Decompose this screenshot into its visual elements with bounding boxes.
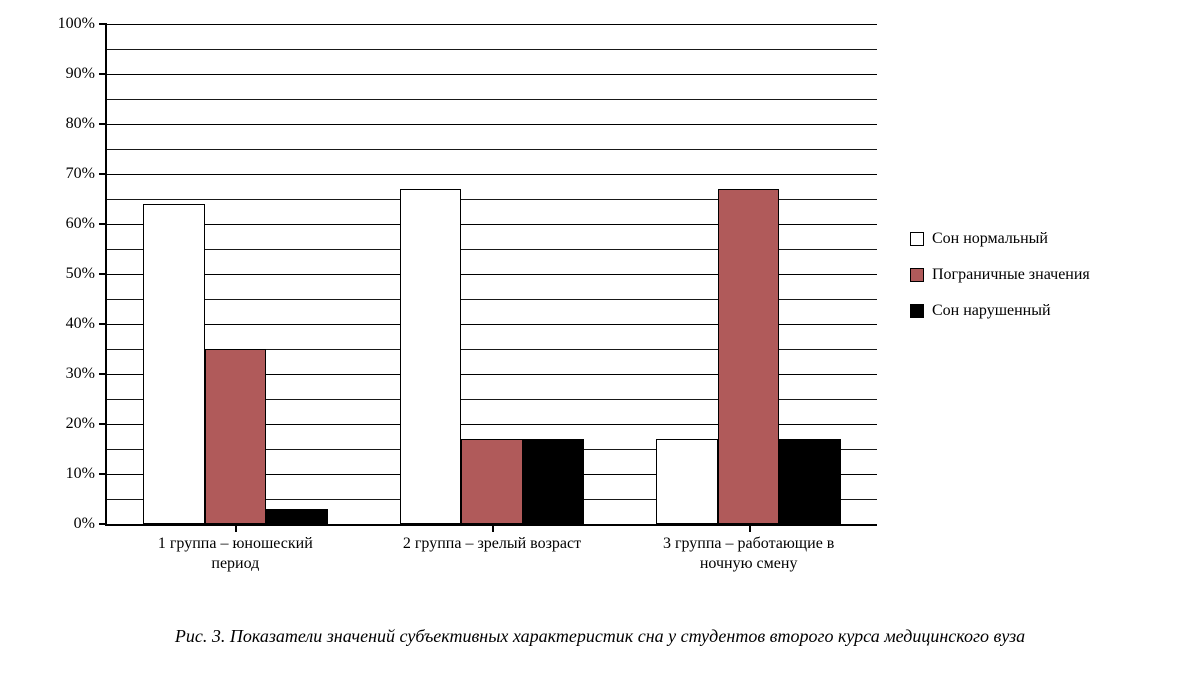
y-tick-label: 40% — [66, 315, 95, 333]
legend-swatch — [910, 232, 924, 246]
bar — [461, 439, 523, 524]
x-tick-label: 2 группа – зрелый возраст — [382, 534, 602, 554]
y-tick-label: 10% — [66, 465, 95, 483]
y-tick-label: 50% — [66, 265, 95, 283]
legend-label: Сон нарушенный — [932, 302, 1051, 320]
y-tick-label: 60% — [66, 215, 95, 233]
y-tick — [99, 123, 107, 125]
y-tick-label: 20% — [66, 415, 95, 433]
x-tick-label: 3 группа – работающие в ночную смену — [639, 534, 859, 574]
legend-item: Сон нормальный — [910, 230, 1090, 248]
chart-stage: 0% 10% 20% 30% 40% 50% 60% 70% 80% 90% 100% 1 групп… — [0, 0, 1200, 675]
y-tick — [99, 73, 107, 75]
grid-major — [107, 124, 877, 125]
grid-minor — [107, 49, 877, 50]
legend-label: Пограничные значения — [932, 266, 1090, 284]
legend-label: Сон нормальный — [932, 230, 1048, 248]
plot-area: 0%10%20%30%40%50%60%70%80%90%100%1 групп… — [105, 24, 877, 526]
y-tick-label: 100% — [58, 15, 95, 33]
y-tick — [99, 323, 107, 325]
y-tick — [99, 523, 107, 525]
y-tick — [99, 173, 107, 175]
bar — [143, 204, 205, 524]
x-tick-label: 1 группа – юношеский период — [125, 534, 345, 574]
x-tick — [492, 524, 494, 532]
y-tick — [99, 473, 107, 475]
y-tick — [99, 273, 107, 275]
y-tick-label: 80% — [66, 115, 95, 133]
grid-major — [107, 24, 877, 25]
y-tick-label: 0% — [74, 515, 95, 533]
bar — [656, 439, 718, 524]
legend-swatch — [910, 268, 924, 282]
bar — [718, 189, 780, 524]
y-tick — [99, 223, 107, 225]
y-tick-label: 90% — [66, 65, 95, 83]
bar — [205, 349, 267, 524]
legend: Сон нормальный Пограничные значения Сон на… — [910, 230, 1090, 338]
y-tick — [99, 23, 107, 25]
grid-minor — [107, 99, 877, 100]
y-tick — [99, 423, 107, 425]
grid-major — [107, 174, 877, 175]
y-tick — [99, 373, 107, 375]
bar — [523, 439, 585, 524]
legend-item: Пограничные значения — [910, 266, 1090, 284]
x-tick — [235, 524, 237, 532]
bar — [400, 189, 462, 524]
grid-minor — [107, 149, 877, 150]
legend-swatch — [910, 304, 924, 318]
x-tick — [749, 524, 751, 532]
bar — [779, 439, 841, 524]
legend-item: Сон нарушенный — [910, 302, 1090, 320]
y-tick-label: 30% — [66, 365, 95, 383]
bar — [266, 509, 328, 524]
y-tick-label: 70% — [66, 165, 95, 183]
grid-major — [107, 74, 877, 75]
figure-caption: Рис. 3. Показатели значений субъективных… — [0, 626, 1200, 647]
